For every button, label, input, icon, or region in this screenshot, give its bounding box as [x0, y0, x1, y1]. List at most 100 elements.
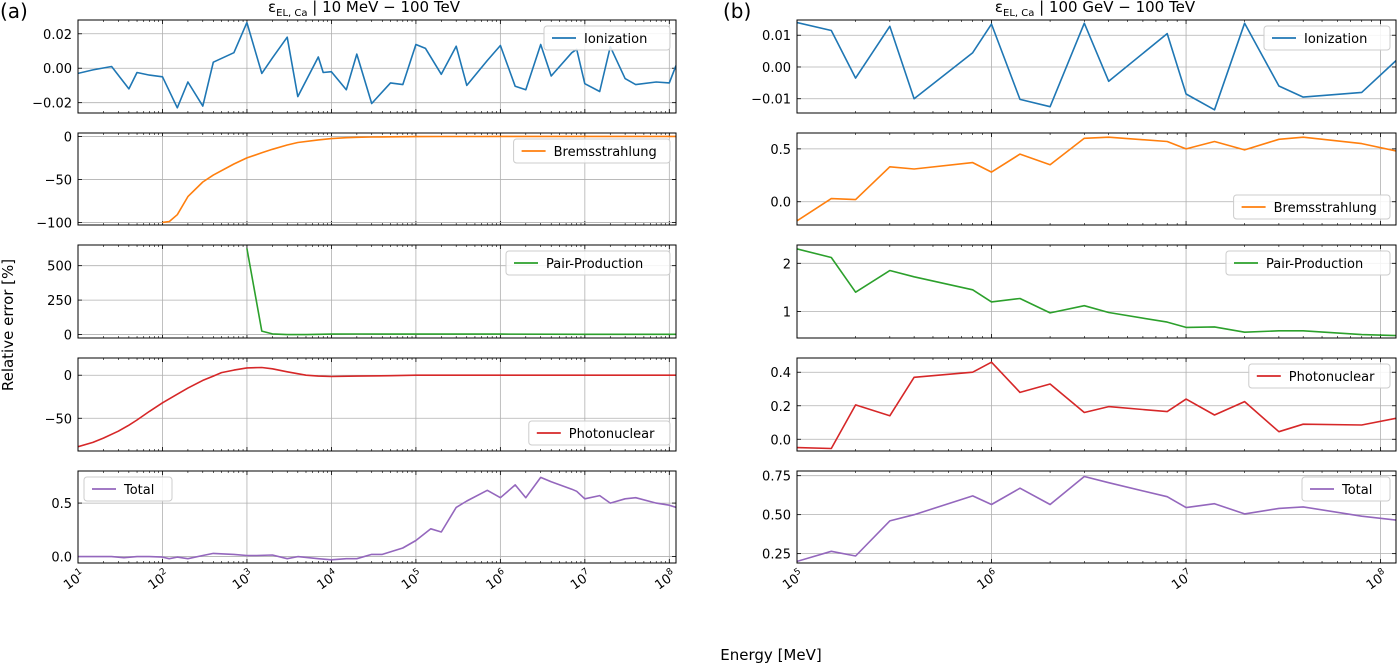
subplot-ionization: −0.01 0.00 0.01 Ionization — [751, 19, 1397, 114]
legend-label: Photonuclear — [569, 427, 655, 442]
x-tick-label: 105 — [779, 567, 807, 594]
axes-frame — [77, 357, 677, 452]
x-tick-label: 107 — [567, 567, 595, 594]
y-tick-label: 0.0 — [770, 196, 791, 211]
y-tick-label: 2 — [783, 257, 791, 272]
legend-label: Total — [123, 483, 154, 498]
y-tick-label: 0.00 — [43, 62, 72, 77]
legend-box — [1263, 25, 1391, 51]
x-tick-label: 105 — [398, 567, 426, 594]
series-line-total — [78, 476, 676, 561]
axes-frame — [796, 470, 1397, 564]
panel-label-a: (a) — [0, 0, 28, 23]
legend-label: Bremsstrahlung — [1274, 201, 1377, 216]
y-tick-label: 0 — [64, 329, 72, 344]
y-tick-label: −100 — [36, 216, 72, 231]
legend-box — [543, 25, 671, 51]
legend-box — [1233, 194, 1391, 220]
y-tick-label: −0.01 — [751, 93, 791, 108]
legend-photonuclear: Photonuclear — [528, 420, 671, 446]
x-axis-label: Energy [MeV] — [720, 646, 821, 663]
subplot-total: 0.25 0.50 0.75 Total 105 106 107 108 — [762, 470, 1397, 594]
panel-b: −0.01 0.00 0.0 1 Ionization 0.0 0.5 Bremsstrahl… — [751, 19, 1397, 594]
y-tick-label: 0.5 — [770, 143, 791, 158]
legend-pair-production: Pair-Production — [1225, 250, 1391, 276]
series-line-pair-production — [246, 248, 676, 336]
legend-label: Ionization — [584, 32, 647, 47]
panel-a: −0.020.000.02 Ionization−100−500Bremsstra… — [32, 19, 679, 594]
axes-frame — [796, 244, 1397, 339]
legend-label: Total — [1341, 483, 1372, 498]
y-tick-label: 0.02 — [43, 28, 72, 43]
legend-box — [83, 476, 173, 502]
y-tick-label: 250 — [47, 294, 72, 309]
y-tick-label: 1 — [783, 305, 791, 320]
y-tick-label: −50 — [45, 412, 72, 427]
series-line-bremsstrahlung — [162, 135, 676, 224]
legend-label: Ionization — [1304, 32, 1367, 47]
y-tick-label: 0 — [64, 369, 72, 384]
y-tick-label: 0 — [64, 130, 72, 145]
chart-title-a: εEL, Ca | 10 MeV − 100 TeV — [268, 0, 461, 19]
axes-frame — [796, 19, 1397, 114]
legend-ionization: Ionization — [543, 25, 671, 51]
legend-box — [505, 250, 671, 276]
y-tick-label: 0.25 — [762, 548, 791, 563]
axes-frame — [77, 19, 677, 114]
axes-frame — [77, 244, 677, 339]
x-tick-label: 106 — [482, 566, 510, 593]
x-tick-label: 107 — [1168, 567, 1196, 594]
legend-bremsstrahlung: Bremsstrahlung — [1233, 194, 1391, 220]
legend-box — [513, 138, 671, 164]
legend-box — [1248, 363, 1391, 389]
x-tick-label: 101 — [60, 567, 88, 594]
series-line-ionization — [797, 21, 1396, 111]
axes-frame — [796, 357, 1397, 452]
legend-total: Total — [83, 476, 173, 502]
x-tick-label: 104 — [313, 566, 341, 593]
x-tick-label: 108 — [1363, 566, 1391, 593]
subplot-bremsstrahlung: 0.0 0.5 Bremsstrahlung — [770, 132, 1397, 226]
subplot-pair-production: 1 2 Pair-Production — [783, 244, 1397, 339]
axes-frame — [77, 470, 677, 564]
series-line-pair-production — [797, 248, 1396, 337]
y-tick-label: 0.2 — [770, 400, 791, 415]
x-tick-label: 108 — [651, 566, 679, 593]
series-line-photonuclear — [78, 366, 676, 448]
plots-layer: −0.020.000.02 Ionization−100−500Bremsstra… — [32, 19, 1397, 594]
y-axis-label: Relative error [%] — [0, 259, 17, 391]
legend-ionization: Ionization — [1263, 25, 1391, 51]
x-tick-label: 106 — [974, 566, 1002, 593]
panel-label-b: (b) — [723, 0, 751, 23]
legend-pair-production: Pair-Production — [505, 250, 671, 276]
y-tick-label: −0.02 — [32, 97, 72, 112]
subplot-photonuclear: −50 0 Photonuclear — [45, 357, 677, 452]
y-tick-label: 0.4 — [770, 366, 791, 381]
subplot-pair-production: 0 250 500 Pair-Production — [47, 244, 677, 344]
legend-bremsstrahlung: Bremsstrahlung — [513, 138, 671, 164]
legend-box — [528, 420, 671, 446]
y-tick-label: 0.50 — [762, 509, 791, 524]
legend-label: Pair-Production — [1266, 257, 1363, 272]
legend-box — [1301, 476, 1391, 502]
legend-photonuclear: Photonuclear — [1248, 363, 1391, 389]
chart-title-b: εEL, Ca | 100 GeV − 100 TeV — [995, 0, 1196, 19]
x-tick-label: 102 — [145, 567, 173, 594]
legend-label: Photonuclear — [1289, 370, 1375, 385]
subplot-ionization: −0.02 0.00 0.02 Ionization — [32, 19, 677, 114]
series-line-photonuclear — [797, 361, 1396, 450]
y-tick-label: 0.00 — [762, 61, 791, 76]
legend-total: Total — [1301, 476, 1391, 502]
series-line-bremsstrahlung — [797, 136, 1396, 222]
y-tick-label: 0.0 — [51, 551, 72, 566]
y-tick-label: 500 — [47, 260, 72, 275]
axes-frame — [77, 132, 677, 226]
x-tick-label: 103 — [229, 567, 257, 594]
series-line-total — [797, 475, 1396, 563]
axes-frame — [796, 132, 1397, 226]
y-tick-label: 0.5 — [51, 497, 72, 512]
y-tick-label: 0.0 — [770, 433, 791, 448]
series-line-ionization — [78, 21, 676, 109]
legend-box — [1225, 250, 1391, 276]
